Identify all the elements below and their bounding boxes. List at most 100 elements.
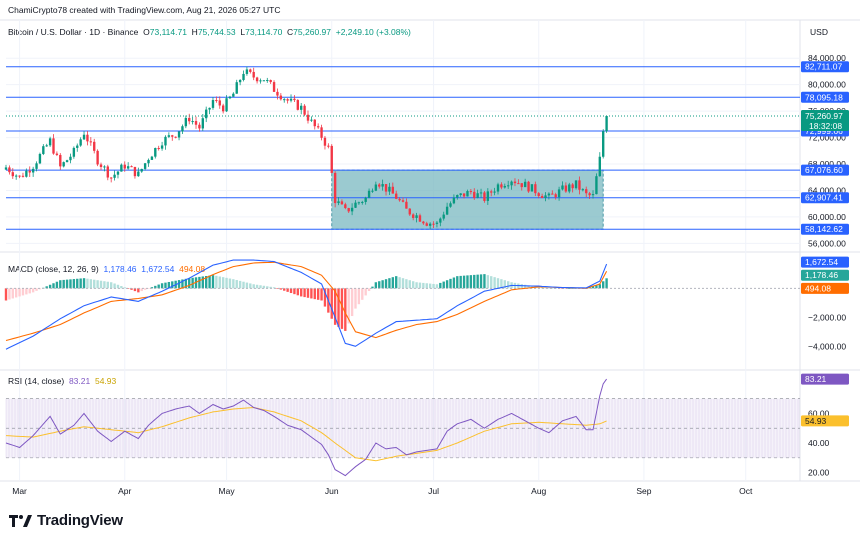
macd-histogram-bar: [296, 288, 299, 296]
macd-histogram-bar: [65, 279, 69, 289]
candle-body: [123, 164, 126, 169]
candle-body: [503, 186, 506, 188]
macd-histogram-bar: [490, 276, 493, 289]
macd-histogram-bar: [59, 280, 62, 289]
candle-body: [422, 221, 425, 224]
macd-histogram-bar: [82, 278, 86, 289]
candle-body: [439, 218, 442, 223]
macd-histogram-bar: [503, 280, 506, 289]
candle-body: [527, 181, 530, 192]
candle-body: [286, 99, 289, 101]
candle-body: [48, 138, 52, 146]
rsi-axis-value-bg: [801, 373, 849, 385]
candle-body: [238, 79, 242, 83]
candle-body: [547, 193, 551, 196]
candle-body: [313, 119, 316, 127]
candle-body: [537, 193, 540, 196]
macd-histogram-bar: [432, 283, 435, 289]
macd-histogram-bar: [289, 288, 293, 294]
level-price-label-bg: [801, 91, 849, 103]
macd-histogram-bar: [215, 275, 218, 289]
macd-histogram-bar: [384, 279, 388, 289]
price-tick-label: 56,000.00: [808, 238, 846, 248]
macd-histogram-bar: [167, 281, 171, 289]
candle-body: [374, 184, 378, 191]
candle-body: [428, 223, 432, 226]
candle-body: [86, 134, 89, 142]
candle-body: [523, 181, 527, 188]
candle-body: [568, 184, 571, 192]
rsi-axis-value: 83.21: [805, 374, 827, 384]
candle-body: [551, 193, 554, 195]
candle-body: [595, 176, 598, 195]
candle-body: [452, 197, 456, 204]
macd-histogram-bar: [31, 288, 35, 293]
macd-histogram-bar: [120, 286, 123, 289]
macd-histogram-bar: [96, 280, 99, 289]
macd-histogram-bar: [123, 287, 126, 289]
candle-body: [38, 153, 42, 164]
macd-histogram-bar: [171, 281, 174, 289]
candle-body: [171, 135, 174, 137]
macd-histogram-bar: [537, 287, 540, 289]
candle-body: [147, 159, 150, 164]
macd-histogram-bar: [218, 276, 221, 289]
macd-histogram-bar: [415, 282, 418, 289]
consolidation-range-box: [331, 169, 604, 230]
candle-body: [449, 203, 452, 207]
candle-body: [191, 121, 194, 123]
macd-histogram-bar: [14, 288, 18, 298]
low-value: 73,114.70: [245, 27, 283, 37]
level-price-label-bg: [801, 192, 849, 204]
macd-histogram-bar: [300, 288, 303, 297]
candle-body: [496, 184, 500, 192]
candle-body: [55, 153, 59, 155]
macd-histogram-bar: [38, 288, 42, 290]
macd-signal-axis-value: 1,178.46: [805, 270, 838, 280]
level-price-label: 62,907.41: [805, 193, 843, 203]
macd-histogram-bar: [211, 275, 215, 289]
macd-histogram-bar: [395, 276, 398, 289]
macd-histogram-bar: [150, 287, 154, 289]
rsi-ma-line: [5, 406, 607, 462]
candle-body: [323, 137, 327, 146]
macd-histogram-bar: [249, 283, 252, 289]
candle-body: [517, 183, 520, 185]
tradingview-logo-icon: [9, 514, 32, 527]
macd-histogram-bar: [303, 288, 306, 298]
close-value: 75,260.97: [293, 27, 331, 37]
candle-body: [337, 201, 340, 204]
macd-histogram-bar: [154, 285, 157, 289]
candle-body: [456, 194, 459, 198]
candle-body: [364, 197, 367, 202]
level-price-label-bg: [801, 223, 849, 235]
candle-body: [330, 145, 333, 173]
macd-histogram-bar: [310, 288, 313, 299]
candle-body: [126, 166, 130, 169]
candle-body: [534, 184, 537, 194]
candle-body: [14, 175, 18, 177]
candle-body: [395, 193, 398, 199]
candle-body: [554, 194, 557, 198]
open-label: O: [143, 27, 150, 37]
macd-histogram-bar: [252, 284, 255, 289]
macd-histogram-bar: [4, 288, 8, 301]
rsi-tick-label: 40.00: [808, 438, 830, 448]
candle-body: [211, 100, 215, 108]
candle-body: [42, 146, 45, 154]
candle-body: [401, 200, 405, 202]
rsi-tick-label: 60.00: [808, 408, 830, 418]
candle-body: [561, 185, 564, 190]
month-tick-label: Oct: [739, 486, 753, 496]
chart-credit: ChamiCrypto78 created with TradingView.c…: [8, 5, 281, 15]
candle-body: [327, 145, 330, 147]
macd-histogram-bar: [313, 288, 316, 300]
macd-histogram-bar: [286, 288, 289, 292]
macd-histogram-bar: [483, 274, 486, 289]
candle-body: [354, 202, 357, 208]
rsi-tick-label: 20.00: [808, 468, 830, 478]
macd-histogram-bar: [595, 285, 598, 289]
rsi-value-2: 54.93: [94, 376, 117, 386]
tradingview-brand: TradingView: [9, 512, 123, 529]
